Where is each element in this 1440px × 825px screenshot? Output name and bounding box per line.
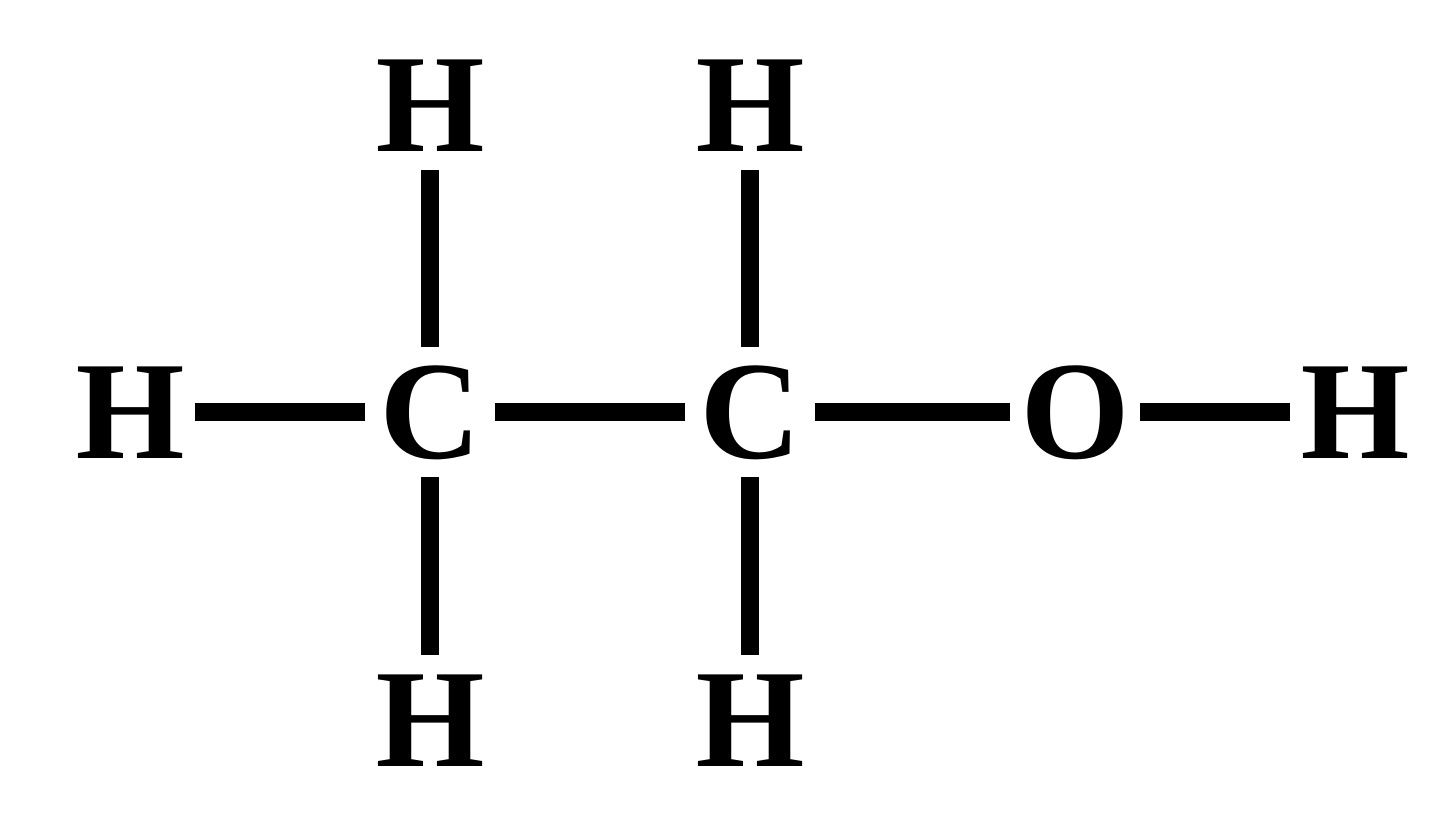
molecule-diagram: H C C O H H H H H — [0, 0, 1440, 825]
atom-label: H — [376, 650, 485, 790]
bond — [195, 403, 365, 421]
atom-label: H — [376, 35, 485, 175]
bond — [815, 403, 1010, 421]
atom-label: H — [696, 650, 805, 790]
atom-label: O — [1021, 342, 1130, 482]
atom-label: H — [1301, 342, 1410, 482]
bond — [421, 170, 439, 347]
bond — [495, 403, 685, 421]
bond — [421, 477, 439, 655]
atom-label: H — [76, 342, 185, 482]
bond — [741, 170, 759, 347]
bond — [741, 477, 759, 655]
atom-label: C — [699, 342, 800, 482]
atom-label: H — [696, 35, 805, 175]
atom-label: C — [379, 342, 480, 482]
bond — [1140, 403, 1290, 421]
